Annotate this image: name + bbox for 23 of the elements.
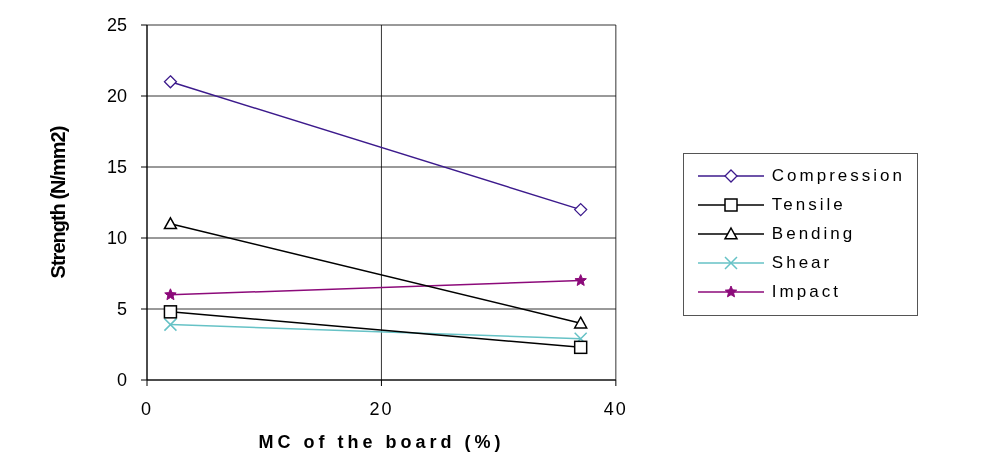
x-tick-label: 40 [603, 398, 628, 419]
point [163, 75, 178, 89]
y-tick-label: 20 [106, 86, 127, 107]
legend-label: Compression [771, 166, 905, 186]
y-tick-label: 5 [116, 299, 127, 320]
point [574, 202, 588, 217]
point [163, 317, 178, 332]
point [164, 288, 177, 301]
y-tick-label: 15 [106, 157, 127, 178]
point [573, 340, 588, 355]
legend-label: Bending [771, 224, 856, 244]
point [574, 274, 587, 286]
x-tick-label: 20 [369, 398, 394, 419]
x-tick-label: 0 [140, 398, 154, 419]
x-axis-title: MC of the board (%) [258, 432, 505, 452]
y-tick-label: 25 [106, 15, 127, 36]
legend-label: Shear [771, 253, 833, 273]
y-tick-label: 0 [116, 370, 127, 391]
legend-label: Impact [771, 282, 841, 302]
y-axis-title: Strength (N/mm2) [47, 126, 70, 279]
point [163, 305, 178, 319]
legend-label: Tensile [771, 195, 846, 215]
y-tick-label: 10 [106, 228, 127, 249]
